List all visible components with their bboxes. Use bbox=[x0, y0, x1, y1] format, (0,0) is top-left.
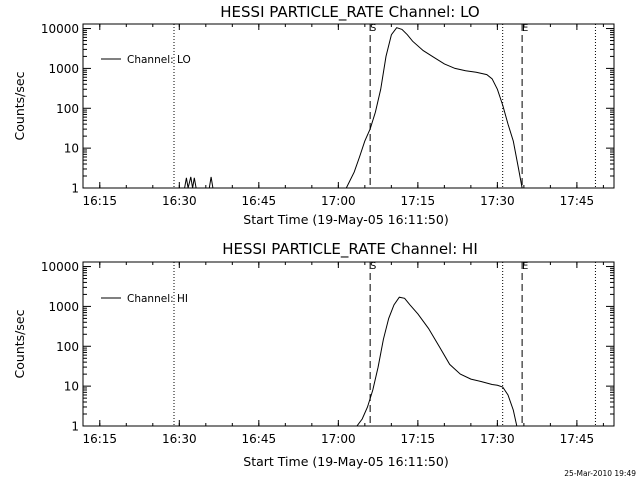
x-tick-label: 17:30 bbox=[480, 432, 515, 446]
x-tick-label: 17:45 bbox=[560, 432, 595, 446]
marker-label-s: S bbox=[370, 261, 376, 272]
plot-frame bbox=[82, 23, 615, 189]
y-tick-label: 1000 bbox=[48, 300, 79, 314]
y-tick-label: 100 bbox=[56, 102, 79, 116]
x-ticks: 16:15 16:30 16:45 17:00 17:15 17:30 17:45 bbox=[82, 24, 604, 208]
chart-title: HESSI PARTICLE_RATE Channel: LO bbox=[220, 3, 479, 22]
y-tick-label: 10 bbox=[64, 380, 79, 394]
marker-label-s: S bbox=[370, 23, 376, 34]
y-tick-label: 10000 bbox=[41, 22, 79, 36]
series-line bbox=[83, 296, 614, 427]
x-tick-label: 17:45 bbox=[560, 194, 595, 208]
y-tick-label: 10000 bbox=[41, 260, 79, 274]
x-axis-label: Start Time (19-May-05 16:11:50) bbox=[243, 454, 448, 469]
x-tick-label: 16:45 bbox=[242, 432, 277, 446]
y-tick-label: 100 bbox=[56, 340, 79, 354]
x-tick-label: 16:30 bbox=[162, 194, 197, 208]
y-ticks: 1 10 100 1000 10000 bbox=[41, 260, 614, 434]
y-ticks: 1 10 100 1000 10000 bbox=[41, 22, 614, 196]
x-tick-label: 17:00 bbox=[321, 432, 356, 446]
x-tick-label: 17:30 bbox=[480, 194, 515, 208]
panel-lo: HESSI PARTICLE_RATE Channel: LO 16:15 16:… bbox=[12, 3, 615, 227]
marker-label-e: E bbox=[522, 261, 528, 272]
y-axis-label: Counts/sec bbox=[12, 71, 27, 140]
plot-frame bbox=[82, 261, 615, 427]
panel-hi: HESSI PARTICLE_RATE Channel: HI 16:15 16:… bbox=[12, 240, 615, 469]
y-tick-label: 1 bbox=[71, 182, 79, 196]
y-tick-label: 1 bbox=[71, 420, 79, 434]
x-tick-label: 16:45 bbox=[242, 194, 277, 208]
legend-label: Channel: HI bbox=[127, 293, 188, 305]
x-tick-label: 16:15 bbox=[82, 194, 117, 208]
x-ticks: 16:15 16:30 16:45 17:00 17:15 17:30 17:45 bbox=[82, 262, 604, 446]
legend-label: Channel: LO bbox=[127, 54, 191, 66]
series-line bbox=[83, 27, 614, 189]
x-tick-label: 17:15 bbox=[401, 194, 436, 208]
marker-label-e: E bbox=[522, 23, 528, 34]
chart-title: HESSI PARTICLE_RATE Channel: HI bbox=[222, 240, 478, 259]
x-tick-label: 16:15 bbox=[82, 432, 117, 446]
x-tick-label: 17:15 bbox=[401, 432, 436, 446]
x-tick-label: 16:30 bbox=[162, 432, 197, 446]
x-axis-label: Start Time (19-May-05 16:11:50) bbox=[243, 212, 448, 227]
y-tick-label: 1000 bbox=[48, 62, 79, 76]
x-tick-label: 17:00 bbox=[321, 194, 356, 208]
y-tick-label: 10 bbox=[64, 142, 79, 156]
timestamp: 25-Mar-2010 19:49 bbox=[564, 469, 636, 478]
y-axis-label: Counts/sec bbox=[12, 309, 27, 378]
